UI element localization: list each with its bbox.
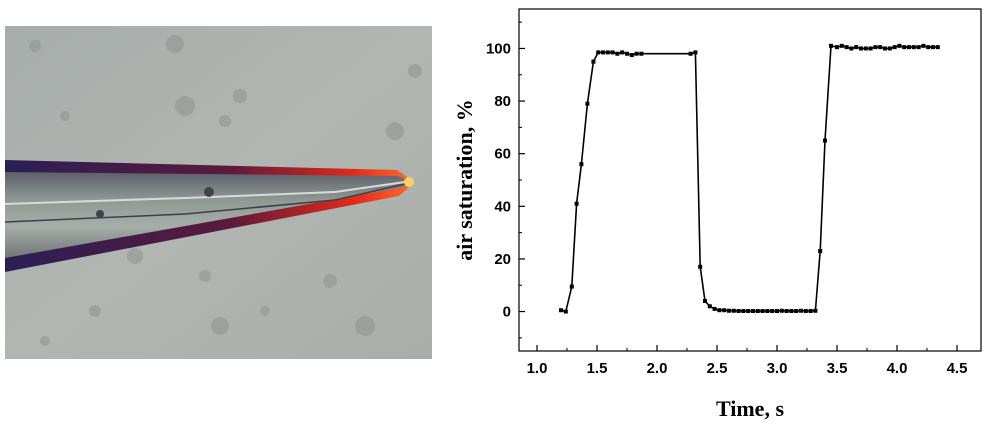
data-point (911, 45, 916, 50)
x-tick-label: 2.0 (647, 360, 668, 377)
x-tick-label: 3.5 (827, 360, 848, 377)
data-point (591, 59, 596, 64)
data-point (736, 309, 741, 314)
x-tick-label: 3.0 (767, 360, 788, 377)
data-point (755, 309, 760, 314)
data-point (585, 101, 590, 106)
data-point (760, 309, 765, 314)
data-point (779, 308, 784, 313)
data-point (707, 304, 712, 309)
data-point (615, 51, 620, 56)
data-point (625, 51, 629, 56)
data-point (926, 45, 931, 50)
data-point (835, 45, 839, 50)
data-point (892, 45, 897, 50)
y-axis-ticks: 0 20 40 60 80 100 (486, 21, 525, 339)
series-line (560, 44, 938, 313)
data-point (863, 46, 868, 51)
data-point (620, 50, 625, 55)
data-point (712, 306, 717, 311)
data-point (727, 308, 731, 313)
x-tick-label: 2.5 (707, 360, 728, 377)
data-point (765, 309, 770, 314)
data-point (902, 45, 907, 50)
data-point (579, 162, 584, 167)
data-point (574, 201, 579, 206)
data-point (722, 308, 727, 313)
y-tick-label: 100 (486, 40, 511, 57)
data-point (688, 51, 693, 56)
x-axis-ticks: 1.0 1.5 2.0 2.5 3.0 3.5 4.0 4.5 (527, 345, 968, 377)
data-point (818, 249, 823, 254)
micro-sensor-photo (5, 26, 432, 359)
data-point (813, 308, 818, 313)
x-tick-label: 4.5 (947, 360, 968, 377)
data-point (693, 50, 698, 55)
data-point (569, 284, 574, 289)
data-point (799, 308, 803, 313)
x-tick-label: 1.0 (527, 360, 548, 377)
data-point (823, 138, 827, 143)
data-point (789, 309, 794, 314)
data-point (883, 46, 887, 51)
data-point (878, 45, 883, 50)
data-point (629, 53, 634, 58)
x-tick-label: 1.5 (587, 360, 608, 377)
data-point (897, 43, 902, 48)
y-tick-label: 40 (494, 198, 511, 215)
data-point (563, 309, 568, 314)
data-point (887, 46, 892, 51)
data-point (751, 309, 755, 314)
x-axis-title: Time, s (716, 396, 784, 421)
data-point (829, 43, 833, 48)
data-point (803, 309, 808, 314)
data-point (935, 45, 940, 50)
data-point (921, 43, 926, 48)
data-point (849, 46, 854, 51)
data-point (634, 51, 639, 56)
data-point (794, 309, 799, 314)
data-point (703, 299, 707, 304)
data-series (559, 43, 940, 314)
air-saturation-chart: 1.0 1.5 2.0 2.5 3.0 3.5 4.0 4.5 0 20 40 60 80 100 Ti… (452, 8, 982, 421)
y-tick-label: 60 (494, 146, 511, 163)
data-point (601, 50, 605, 55)
y-tick-label: 0 (503, 304, 511, 321)
data-point (873, 45, 878, 50)
data-point (610, 50, 615, 55)
data-point (775, 309, 779, 314)
y-axis-title: air saturation, % (452, 99, 477, 261)
data-point (931, 45, 935, 50)
data-point (916, 45, 921, 50)
data-point (596, 50, 601, 55)
plot-frame (518, 8, 982, 352)
y-tick-label: 80 (494, 93, 511, 110)
data-point (770, 309, 775, 314)
data-point (844, 45, 849, 50)
data-point (907, 45, 911, 50)
y-tick-label: 20 (494, 251, 511, 268)
data-point (859, 46, 863, 51)
x-tick-label: 4.0 (887, 360, 908, 377)
data-point (698, 264, 703, 269)
data-point (559, 308, 563, 313)
data-point (731, 308, 736, 313)
data-point (784, 309, 789, 314)
data-point (639, 51, 644, 56)
data-point (746, 309, 751, 314)
data-point (868, 46, 873, 51)
data-point (717, 308, 722, 313)
micro-sensor-image (5, 26, 432, 359)
data-point (854, 45, 859, 50)
data-point (741, 309, 746, 314)
data-point (839, 43, 844, 48)
data-point (605, 50, 610, 55)
data-point (808, 309, 813, 314)
